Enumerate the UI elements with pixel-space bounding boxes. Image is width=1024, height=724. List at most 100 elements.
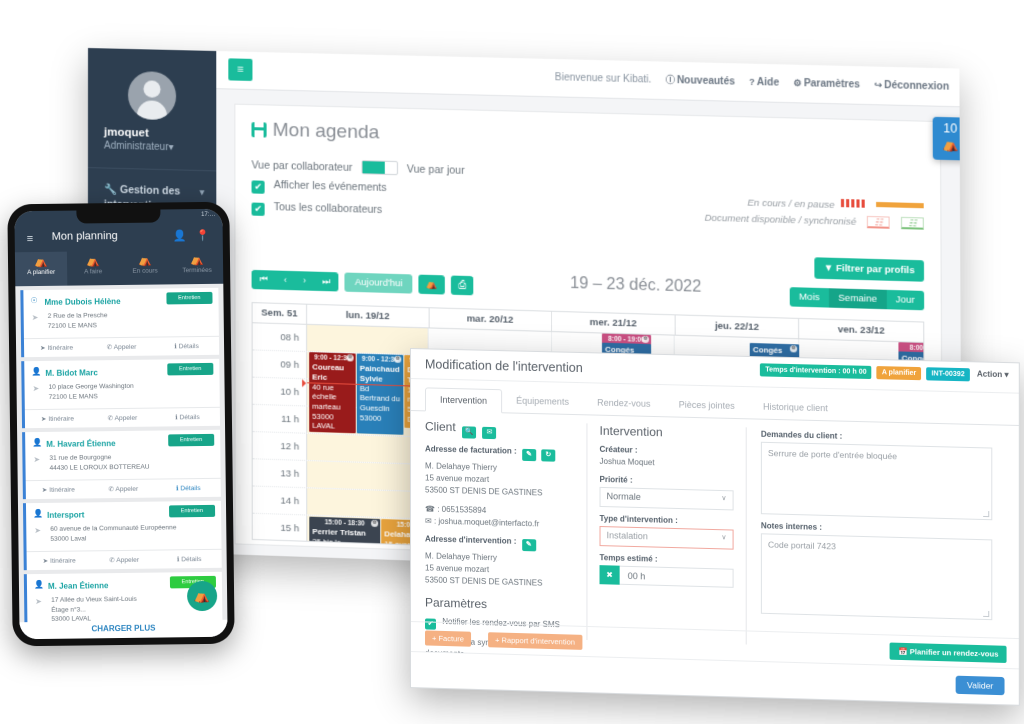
list-item-name: Intersport — [47, 510, 85, 521]
client-requests-textarea[interactable]: Serrure de porte d'entrée bloquée — [760, 441, 993, 521]
address-text: 10 place George Washington 72100 LE MANS — [48, 382, 134, 401]
gear-icon: ⚙ — [371, 519, 379, 528]
print-button[interactable]: ⎙ — [451, 275, 474, 296]
edit-icon[interactable]: ✎ — [521, 448, 537, 462]
details-button[interactable]: ℹ Détails — [157, 550, 222, 569]
map-pin-icon[interactable]: 📍 — [195, 229, 210, 243]
date-picker-button[interactable]: ⛺ — [418, 274, 446, 295]
nav-aide[interactable]: ? Aide — [749, 77, 779, 89]
calendar-event[interactable]: 9:00 - 12:30 ⚙ Coureau Eric 40 rue échel… — [309, 352, 356, 434]
user-icon[interactable]: 👤 — [172, 230, 187, 243]
tab-pieces-jointes[interactable]: Pièces jointes — [678, 399, 735, 411]
event-address: 40 rue échelle marteau 53000 LAVAL — [312, 382, 341, 431]
add-report-button[interactable]: + Rapport d'intervention — [488, 632, 582, 650]
validate-button[interactable]: Valider — [955, 675, 1005, 696]
tab-rendez-vous[interactable]: Rendez-vous — [597, 397, 651, 409]
call-button[interactable]: ✆ Appeler — [90, 409, 155, 428]
edit-icon[interactable]: ✎ — [521, 538, 536, 552]
list-item[interactable]: 👤 Intersport Entretien ➤ 60 avenue de la … — [22, 501, 222, 571]
wrench-icon: 🔧 — [103, 183, 118, 196]
route-button[interactable]: ➤ Itinéraire — [25, 410, 90, 429]
list-item-name: Mme Dubois Hélène — [44, 296, 121, 307]
hour-label: 10 h — [252, 377, 308, 406]
checkbox-show-events[interactable]: ✔ — [251, 180, 265, 194]
load-more-button[interactable]: CHARGER PLUS — [19, 619, 228, 640]
phone-tab-en-cours[interactable]: ⛺ En cours — [119, 250, 171, 285]
intervention-address-label: Adresse d'intervention : ✎ — [425, 534, 574, 552]
view-mode-semaine[interactable]: Semaine — [828, 288, 887, 310]
date-range-label: 19 – 23 déc. 2022 — [570, 274, 702, 296]
nav-prev-button[interactable]: ‹ — [283, 274, 287, 285]
hour-label: 14 h — [252, 486, 308, 515]
estimated-time-field[interactable]: ✖ 00 h — [599, 565, 734, 588]
phone-menu-icon[interactable]: ≡ — [26, 233, 34, 246]
menu-toggle-button[interactable]: ≡ — [228, 58, 253, 81]
client-icon: 👤 — [33, 580, 44, 590]
view-mode-jour[interactable]: Jour — [895, 294, 915, 306]
view-mode-mois[interactable]: Mois — [798, 291, 820, 304]
sync-icon[interactable]: ↻ — [541, 449, 556, 462]
view-mode-toggle[interactable] — [361, 160, 398, 176]
route-button[interactable]: ➤ Itinéraire — [27, 552, 92, 571]
list-item-address: ➤ 31 rue de Bourgogne 44430 LE LOROUX BOT… — [25, 450, 220, 480]
phone-tab-a-planifier[interactable]: ⛺ A planifier — [14, 251, 68, 287]
notes-column: Demandes du client : Serrure de porte d'… — [747, 427, 1005, 651]
priority-select[interactable]: Normale ∨ — [599, 486, 734, 511]
tab-historique-client[interactable]: Historique client — [763, 401, 828, 414]
call-button[interactable]: ✆ Appeler — [91, 480, 156, 499]
nav-parametres-label: Paramètres — [803, 78, 860, 91]
route-button[interactable]: ➤ Itinéraire — [26, 481, 91, 500]
list-item[interactable]: 👤 M. Bidot Marc Entretien ➤ 10 place Geor… — [21, 358, 221, 429]
add-invoice-button[interactable]: + Facture — [424, 630, 471, 647]
calendar-count-badge[interactable]: 10 ⛺ — [932, 116, 962, 161]
today-button[interactable]: Aujourd'hui — [344, 272, 413, 294]
estimated-time-value[interactable]: 00 h — [619, 565, 734, 588]
legend-document-label: Document disponible / synchronisé — [704, 212, 857, 228]
calendar-event[interactable]: 9:00 - 12:30 ⚙ Painchaud Sylvie Bd Bertr… — [356, 353, 404, 435]
phone-tab-a-faire[interactable]: ⛺ A faire — [67, 251, 119, 286]
nav-nouveautes[interactable]: ⓘ Nouveautés — [666, 75, 735, 88]
plan-appointment-button[interactable]: 📅 Planifier un rendez-vous — [890, 642, 1007, 663]
add-appointment-fab[interactable]: ⛺ — [186, 580, 218, 612]
nav-last-button[interactable]: ⏭ — [322, 275, 331, 287]
sidebar-role[interactable]: Administrateur▾ — [88, 140, 216, 154]
hour-label: 11 h — [252, 404, 308, 433]
internal-notes-textarea[interactable]: Code portail 7423 — [760, 533, 993, 621]
gear-icon: ⚙ — [789, 345, 798, 353]
action-menu-button[interactable]: Action ▾ — [976, 369, 1009, 380]
nav-nouveautes-label: Nouveautés — [676, 75, 736, 88]
clear-icon[interactable]: ✖ — [599, 565, 620, 585]
calendar-event[interactable]: 15:00 - 18:30 ⚙ Perrier Tristan 35 bis l… — [309, 516, 381, 563]
hour-label: 12 h — [252, 432, 308, 461]
checkbox-all-collaborators[interactable]: ✔ — [251, 202, 265, 216]
option-all-collaborators-label: Tous les collaborateurs — [273, 201, 383, 217]
filter-profiles-button[interactable]: ▼ Filtrer par profils — [814, 257, 925, 282]
call-label: Appeler — [113, 343, 137, 352]
intervention-type-select[interactable]: Instalation ∨ — [599, 526, 734, 550]
event-address: Bd Bertrand du Guesclin 53000 — [359, 383, 401, 423]
details-button[interactable]: ℹ Détails — [155, 408, 220, 427]
call-button[interactable]: ✆ Appeler — [89, 338, 154, 357]
top-nav: Bienvenue sur Kibati. ⓘ Nouveautés ? Aide … — [555, 70, 949, 93]
tab-equipements[interactable]: Équipements — [516, 395, 569, 407]
type-label: Type d'intervention : — [599, 513, 678, 526]
nav-next-button[interactable]: › — [303, 275, 307, 286]
details-button[interactable]: ℹ Détails — [156, 479, 221, 498]
nav-parametres[interactable]: ⚙ Paramètres — [793, 78, 860, 91]
route-button[interactable]: ➤ Itinéraire — [24, 338, 89, 357]
priority-value: Normale — [606, 491, 641, 503]
navigation-arrow-icon: ➤ — [41, 487, 48, 495]
phone-tab-terminees[interactable]: ⛺ Terminées — [171, 250, 223, 285]
details-label: Détails — [181, 556, 202, 564]
nav-deconnexion[interactable]: ↪ Déconnexion — [874, 80, 949, 93]
list-item[interactable]: 👤 M. Havard Étienne Entretien ➤ 31 rue de… — [22, 429, 221, 500]
tab-intervention[interactable]: Intervention — [424, 387, 503, 414]
nav-first-button[interactable]: ⏮ — [259, 274, 268, 285]
search-icon[interactable]: 🔍 — [462, 426, 477, 439]
list-item[interactable]: ☉ Mme Dubois Hélène Entretien ➤ 2 Rue de … — [20, 287, 220, 358]
details-button[interactable]: ℹ Détails — [154, 337, 219, 356]
call-button[interactable]: ✆ Appeler — [92, 551, 157, 570]
message-icon[interactable]: ✉ — [482, 426, 497, 440]
call-label: Appeler — [114, 414, 138, 423]
phone-title: Mon planning — [51, 230, 118, 243]
